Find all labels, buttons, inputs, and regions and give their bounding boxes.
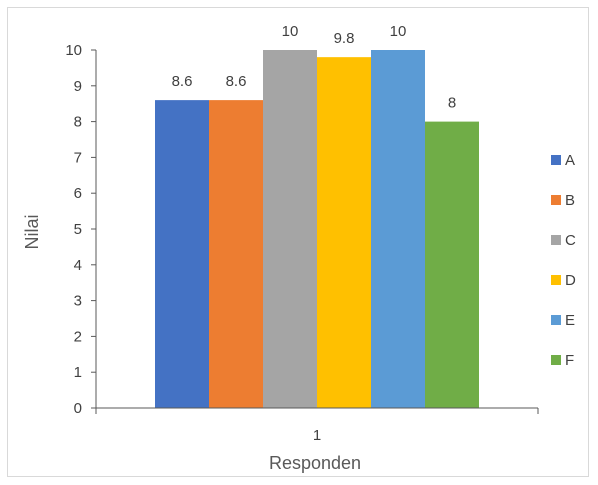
legend-item-d: D [551, 272, 576, 289]
data-label-c: 10 [282, 23, 299, 40]
legend-label-b: B [565, 192, 575, 209]
legend-label-f: F [565, 352, 574, 369]
legend-label-d: D [565, 272, 576, 289]
legend-item-f: F [551, 352, 574, 369]
legend-swatch-f [551, 355, 561, 365]
plot-area [155, 50, 479, 409]
y-tick-label-5: 5 [74, 221, 82, 238]
bar-f [425, 121, 479, 408]
legend-swatch-e [551, 315, 561, 325]
data-label-a: 8.6 [172, 73, 193, 90]
y-tick-label-2: 2 [74, 328, 82, 345]
y-tick-label-8: 8 [74, 114, 82, 131]
x-axis-title: Responden [269, 453, 361, 473]
axes: 0 1 2 3 4 5 6 7 8 9 10 1 [65, 42, 539, 444]
data-labels: 8.6 8.6 10 9.8 10 8 [172, 23, 457, 112]
legend-item-c: C [551, 232, 576, 249]
data-label-d: 9.8 [334, 30, 355, 47]
legend-item-a: A [551, 152, 575, 169]
bar-a [155, 100, 209, 409]
bar-d [317, 57, 371, 408]
bar-b [209, 100, 263, 409]
legend-swatch-b [551, 195, 561, 205]
bar-chart: 0 1 2 3 4 5 6 7 8 9 10 1 8.6 8.6 10 9.8 10 8 A B C D E F Nila… [22, 23, 576, 473]
legend-item-b: B [551, 192, 575, 209]
legend-swatch-d [551, 275, 561, 285]
legend-item-e: E [551, 312, 575, 329]
data-label-e: 10 [390, 23, 407, 40]
data-label-b: 8.6 [226, 73, 247, 90]
legend-label-e: E [565, 312, 575, 329]
bar-c [263, 50, 317, 408]
y-tick-label-6: 6 [74, 185, 82, 202]
bar-e [371, 50, 425, 408]
legend: A B C D E F [551, 152, 576, 369]
legend-swatch-c [551, 235, 561, 245]
chart-frame: 0 1 2 3 4 5 6 7 8 9 10 1 8.6 8.6 10 9.8 10 8 A B C D E F Nila… [7, 7, 589, 477]
legend-label-a: A [565, 152, 575, 169]
y-tick-label-4: 4 [74, 257, 82, 274]
legend-label-c: C [565, 232, 576, 249]
y-tick-label-10: 10 [65, 42, 82, 59]
data-label-f: 8 [448, 95, 456, 112]
y-tick-label-3: 3 [74, 293, 82, 310]
x-tick-label-1: 1 [313, 427, 321, 444]
y-tick-label-1: 1 [74, 364, 82, 381]
y-axis-title: Nilai [22, 214, 42, 249]
legend-swatch-a [551, 155, 561, 165]
y-tick-label-9: 9 [74, 78, 82, 95]
y-tick-label-0: 0 [74, 400, 82, 417]
y-tick-label-7: 7 [74, 149, 82, 166]
